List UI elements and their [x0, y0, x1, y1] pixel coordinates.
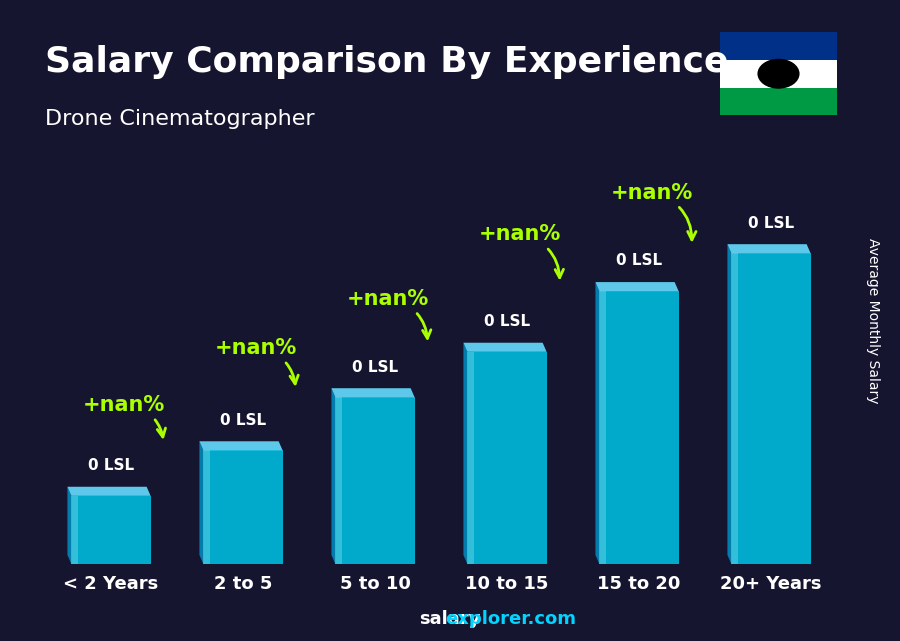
Text: salary: salary [419, 610, 481, 628]
Bar [720, 88, 837, 115]
Text: +nan%: +nan% [347, 288, 431, 338]
Text: Average Monthly Salary: Average Monthly Salary [866, 238, 880, 403]
Polygon shape [331, 388, 415, 397]
Text: Drone Cinematographer: Drone Cinematographer [45, 109, 315, 129]
Circle shape [758, 59, 799, 88]
Polygon shape [200, 441, 203, 564]
Text: Salary Comparison By Experience: Salary Comparison By Experience [45, 45, 728, 79]
Text: 0 LSL: 0 LSL [616, 253, 662, 269]
Polygon shape [68, 487, 150, 496]
Polygon shape [71, 496, 150, 564]
Polygon shape [727, 244, 811, 253]
Text: +nan%: +nan% [611, 183, 696, 240]
Polygon shape [732, 253, 811, 564]
Text: 0 LSL: 0 LSL [484, 314, 530, 329]
Polygon shape [467, 352, 474, 564]
Polygon shape [464, 343, 546, 352]
Bar [720, 32, 837, 60]
Polygon shape [200, 441, 283, 451]
Polygon shape [596, 282, 679, 291]
Polygon shape [336, 397, 342, 564]
Polygon shape [732, 253, 738, 564]
Text: 0 LSL: 0 LSL [748, 215, 794, 231]
Polygon shape [331, 388, 336, 564]
Polygon shape [203, 451, 210, 564]
Bar [720, 60, 837, 88]
Text: +nan%: +nan% [83, 395, 166, 437]
Polygon shape [599, 291, 679, 564]
Polygon shape [336, 397, 415, 564]
Text: 0 LSL: 0 LSL [220, 413, 266, 428]
Text: +nan%: +nan% [479, 224, 563, 278]
Polygon shape [464, 343, 467, 564]
Polygon shape [599, 291, 606, 564]
Text: 0 LSL: 0 LSL [88, 458, 134, 473]
Polygon shape [68, 487, 71, 564]
Polygon shape [71, 496, 78, 564]
Polygon shape [596, 282, 599, 564]
Polygon shape [727, 244, 732, 564]
Polygon shape [203, 451, 283, 564]
Text: 0 LSL: 0 LSL [352, 360, 398, 374]
Text: explorer.com: explorer.com [446, 610, 577, 628]
Text: +nan%: +nan% [215, 338, 298, 384]
Polygon shape [467, 352, 546, 564]
